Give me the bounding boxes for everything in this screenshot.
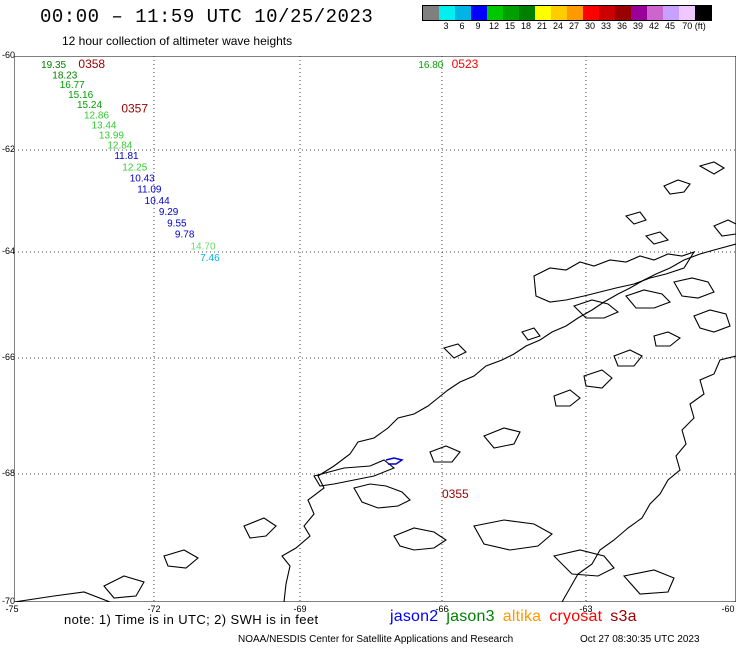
color-scale-label: 30 — [584, 21, 596, 31]
wave-height-value: 9.78 — [175, 230, 195, 241]
longitude-label: -66 — [435, 604, 449, 614]
latitude-label: -68 — [2, 468, 16, 478]
wave-height-value: 11.81 — [114, 151, 139, 162]
latitude-label: -70 — [2, 596, 16, 606]
coastline — [14, 161, 736, 602]
map-title: 00:00 – 11:59 UTC 10/25/2023 — [40, 6, 374, 28]
legend-jason3: jason3 — [446, 608, 495, 625]
color-swatch — [599, 6, 615, 20]
wave-height-value: 19.35 — [41, 60, 66, 71]
color-scale-label: 27 — [568, 21, 580, 31]
color-swatch — [519, 6, 535, 20]
color-swatch — [551, 6, 567, 20]
wave-height-value: 14.70 — [191, 241, 216, 252]
latitude-label: -64 — [2, 246, 16, 256]
map-frame — [14, 56, 736, 602]
color-swatch — [423, 6, 439, 20]
color-swatch — [583, 6, 599, 20]
wave-height-value: 11.09 — [137, 185, 162, 196]
color-swatch — [631, 6, 647, 20]
footer-credit: NOAA/NESDIS Center for Satellite Applica… — [238, 634, 514, 645]
color-scale-label: 33 — [600, 21, 612, 31]
color-scale-label: 18 — [520, 21, 532, 31]
time-labels: 0358 0357 0523 0355 — [78, 57, 478, 501]
wave-height-value: 10.44 — [145, 196, 170, 207]
longitude-label: -63 — [579, 604, 593, 614]
color-scale-label: 24 — [552, 21, 564, 31]
longitude-label: -60 — [721, 604, 735, 614]
wave-height-value: 7.46 — [200, 253, 220, 264]
wave-height-value: 18.23 — [52, 70, 77, 81]
color-scale-bar — [422, 5, 712, 21]
latitude-label: -60 — [2, 50, 16, 60]
longitude-label: -72 — [147, 604, 161, 614]
color-scale-label: 36 — [616, 21, 628, 31]
longitude-label: -69 — [293, 604, 307, 614]
color-swatch — [455, 6, 471, 20]
color-swatch — [615, 6, 631, 20]
color-swatch — [487, 6, 503, 20]
color-swatch — [567, 6, 583, 20]
legend-s3a: s3a — [610, 608, 637, 625]
color-swatch — [695, 6, 711, 20]
wave-height-value: 12.84 — [107, 140, 132, 151]
legend-cryosat: cryosat — [549, 608, 603, 625]
color-swatch — [471, 6, 487, 20]
latitude-label: -62 — [2, 144, 16, 154]
track-segment — [385, 457, 404, 465]
wave-height-map: 19.3518.2316.7715.1615.2412.8613.4413.99… — [14, 56, 736, 602]
color-scale-label: 70 (ft) — [682, 21, 706, 31]
note-text: note: 1) Time is in UTC; 2) SWH is in fe… — [64, 612, 319, 627]
footer-date: Oct 27 08:30:35 UTC 2023 — [580, 634, 700, 645]
color-scale-label: 21 — [536, 21, 548, 31]
color-scale-label: 3 — [443, 21, 449, 31]
latitude-label: -66 — [2, 352, 16, 362]
wave-height-value: 13.44 — [91, 121, 116, 132]
map-subtitle: 12 hour collection of altimeter wave hei… — [62, 34, 293, 48]
wave-height-value: 16.80 — [418, 60, 443, 71]
color-swatch — [439, 6, 455, 20]
pass-time-label: 0523 — [452, 57, 479, 71]
color-swatch — [503, 6, 519, 20]
color-scale-label: 9 — [475, 21, 481, 31]
wave-height-value: 13.99 — [99, 131, 124, 142]
color-scale-label: 15 — [504, 21, 516, 31]
graticule — [14, 56, 736, 602]
color-scale-label: 45 — [664, 21, 676, 31]
wave-height-value: 9.29 — [159, 207, 179, 218]
color-swatch — [679, 6, 695, 20]
wave-height-value: 12.86 — [84, 110, 109, 121]
pass-time-label: 0357 — [121, 102, 148, 116]
color-swatch — [663, 6, 679, 20]
color-scale-label: 12 — [488, 21, 500, 31]
wave-height-value: 15.16 — [68, 90, 93, 101]
pass-time-label: 0355 — [442, 487, 469, 501]
color-scale-label: 39 — [632, 21, 644, 31]
color-scale-label: 42 — [648, 21, 660, 31]
longitude-label: -75 — [5, 604, 19, 614]
satellite-legend: jason2 jason3 altika cryosat s3a — [390, 608, 645, 626]
color-swatch — [647, 6, 663, 20]
observation-labels: 19.3518.2316.7715.1615.2412.8613.4413.99… — [41, 60, 444, 264]
color-scale-label: 6 — [459, 21, 465, 31]
pass-time-label: 0358 — [78, 57, 105, 71]
color-swatch — [535, 6, 551, 20]
wave-height-value: 9.55 — [167, 218, 187, 229]
wave-height-value: 10.43 — [130, 174, 155, 185]
wave-height-value: 16.77 — [60, 80, 85, 91]
wave-height-value: 15.24 — [77, 100, 102, 111]
legend-jason2: jason2 — [390, 608, 439, 625]
legend-altika: altika — [502, 608, 542, 625]
wave-height-value: 12.25 — [122, 162, 147, 173]
